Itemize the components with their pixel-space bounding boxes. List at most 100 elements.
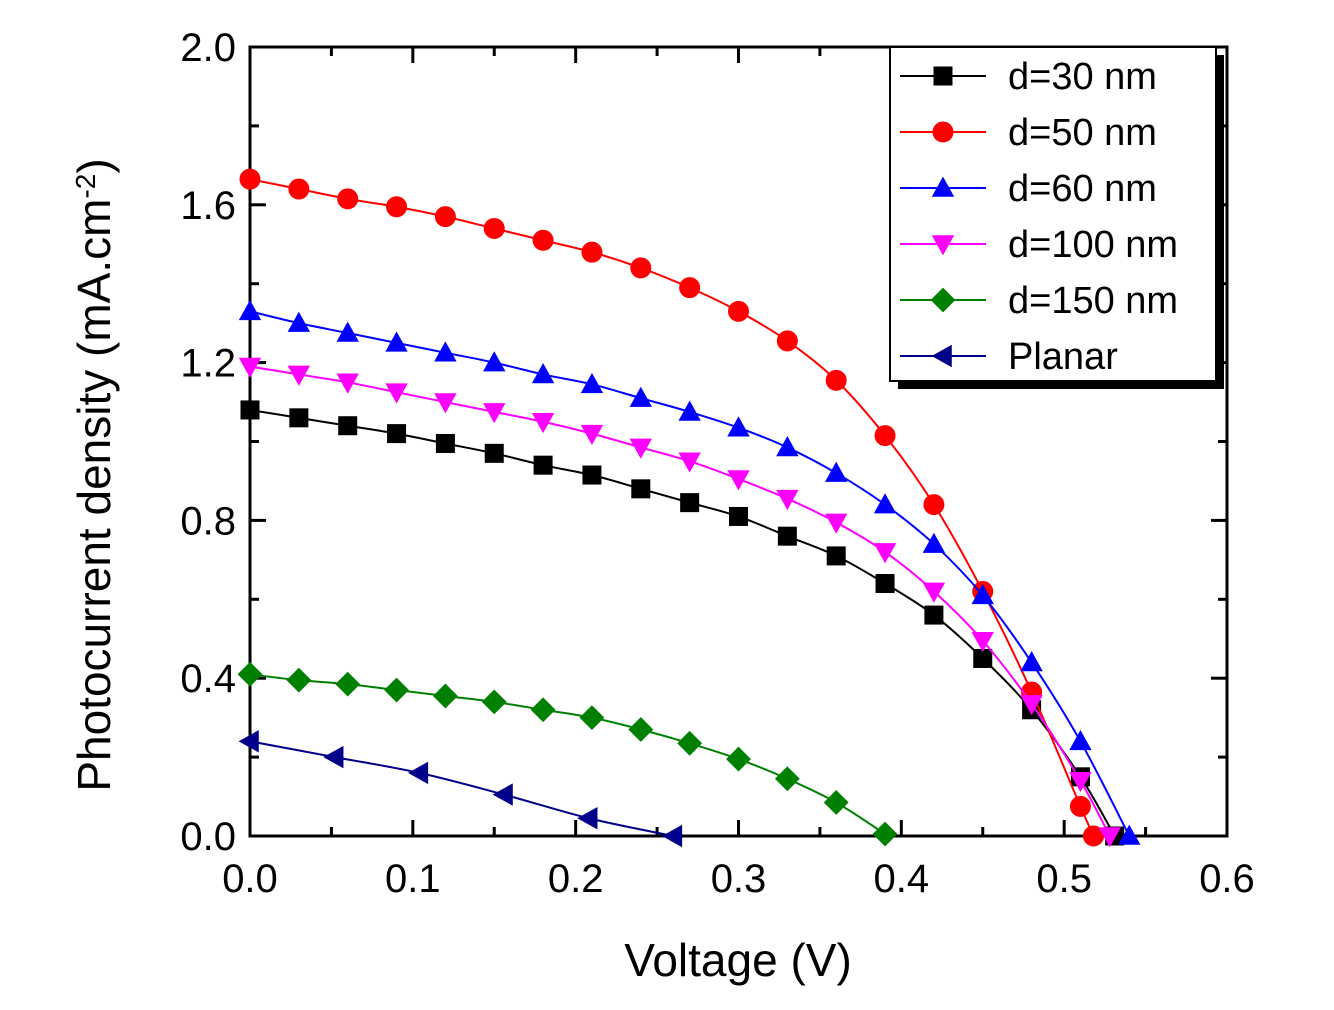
data-point (492, 783, 513, 806)
data-point (336, 373, 359, 394)
data-point (729, 506, 748, 526)
data-point (825, 461, 848, 482)
data-point (661, 824, 683, 848)
data-point (385, 383, 408, 404)
series-d-60-nm (238, 299, 1141, 845)
data-point (338, 416, 358, 436)
data-point (823, 790, 849, 815)
legend-entry: d=30 nm (900, 56, 1157, 98)
data-point (727, 416, 750, 437)
y-axis-title-main: Photocurrent density (mA.cm (68, 199, 120, 792)
data-point (629, 386, 652, 407)
data-point (776, 489, 799, 511)
data-point (631, 479, 651, 499)
series-line (249, 740, 674, 837)
series-group (237, 168, 1141, 848)
data-point (1020, 651, 1043, 672)
data-point (580, 372, 604, 394)
legend-label: d=100 nm (1008, 224, 1178, 266)
data-point (384, 677, 409, 703)
series-d-30-nm (240, 400, 1125, 846)
x-tick-label: 0.2 (548, 857, 604, 901)
data-point (873, 493, 897, 514)
data-point (240, 400, 260, 420)
data-point (286, 667, 312, 693)
data-point (971, 631, 994, 653)
series-planar (238, 730, 683, 848)
series-line (249, 673, 886, 835)
data-point (826, 546, 846, 566)
data-point (630, 257, 652, 279)
data-point (679, 277, 701, 299)
data-point (728, 300, 749, 322)
x-tick-label: 0.6 (1199, 857, 1255, 901)
legend-marker (933, 66, 953, 86)
axes-group: 0.0 0.1 0.2 0.3 0.4 0.5 0.6 0.0 0.4 0.8 1.2 1.6 2.0 (180, 26, 1254, 901)
data-point (776, 436, 799, 457)
legend-marker (931, 176, 955, 197)
legend-label: d=30 nm (1008, 56, 1157, 98)
data-point (680, 493, 700, 513)
legend-label: Planar (1008, 336, 1118, 378)
data-point (287, 311, 311, 332)
data-point (289, 408, 309, 428)
legend-entry: d=150 nm (900, 280, 1178, 322)
legend-marker (932, 121, 954, 143)
y-axis-title-superscript: -2 (70, 174, 101, 199)
data-point (432, 683, 458, 709)
data-point (825, 369, 847, 391)
data-point (678, 400, 701, 421)
data-point (726, 746, 751, 772)
data-point (678, 452, 701, 473)
data-point (971, 583, 994, 605)
legend-entry: d=100 nm (900, 224, 1178, 266)
legend-entry: d=50 nm (900, 112, 1157, 154)
legend-label: d=150 nm (1008, 280, 1178, 322)
data-point (874, 425, 896, 447)
legend-group: d=30 nm d=50 nm d=60 nm d=100 nm d=150 nm Pla… (889, 46, 1224, 389)
y-axis-title-suffix: ) (68, 158, 120, 173)
data-point (776, 330, 798, 352)
data-point (628, 717, 654, 742)
legend-marker (931, 344, 952, 368)
x-axis-title: Voltage (V) (624, 934, 852, 986)
data-point (922, 582, 946, 603)
data-point (238, 299, 262, 321)
data-point (387, 424, 407, 444)
x-tick-label: 0.0 (222, 857, 278, 901)
series-d-150-nm (237, 661, 898, 847)
data-point (483, 217, 505, 239)
data-point (774, 766, 800, 792)
data-point (1069, 771, 1092, 793)
data-point (1069, 795, 1091, 817)
legend-box (889, 46, 1217, 382)
x-tick-label: 0.3 (711, 857, 767, 901)
data-point (973, 648, 993, 668)
data-point (580, 424, 604, 445)
data-point (238, 357, 262, 378)
legend-marker (930, 287, 956, 313)
data-point (407, 761, 429, 785)
data-point (923, 494, 945, 516)
data-point (677, 730, 703, 756)
y-tick-label: 1.2 (180, 342, 236, 386)
y-tick-label: 0.4 (180, 657, 236, 701)
y-tick-label: 0.8 (180, 499, 236, 543)
data-point (924, 605, 944, 625)
data-point (385, 331, 408, 352)
data-point (287, 365, 311, 386)
data-point (434, 393, 457, 414)
data-point (777, 526, 797, 546)
legend-entry: d=60 nm (900, 168, 1157, 210)
x-tick-label: 0.1 (385, 857, 441, 901)
data-point (582, 465, 602, 485)
x-tick-label: 0.5 (1036, 857, 1092, 901)
data-point (531, 363, 555, 384)
data-point (533, 455, 553, 475)
legend-marker (931, 235, 955, 256)
legend-label: d=50 nm (1008, 112, 1157, 154)
series-line (249, 408, 1116, 837)
y-tick-label: 0.0 (180, 815, 236, 859)
